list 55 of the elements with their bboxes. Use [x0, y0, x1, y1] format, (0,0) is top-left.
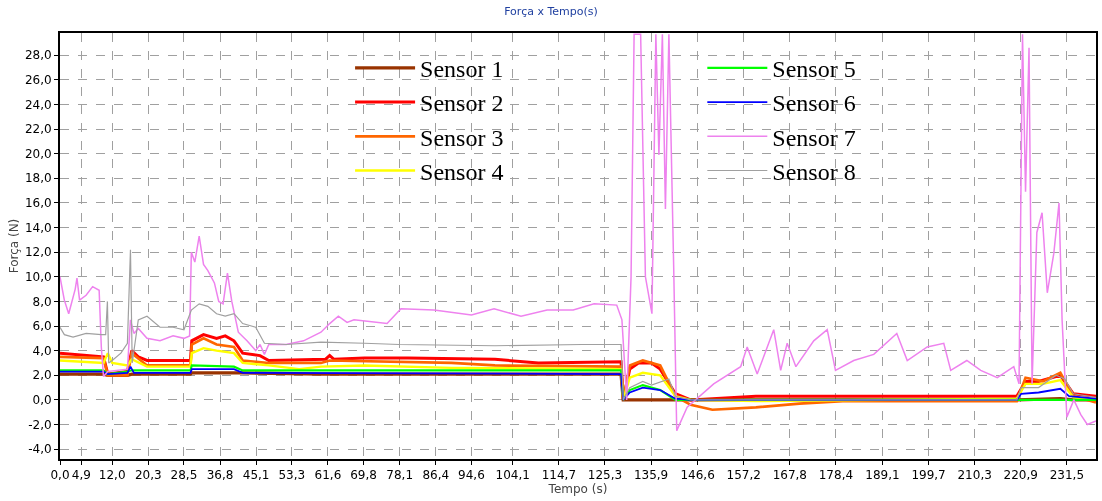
legend-label: Sensor 6: [772, 90, 856, 117]
y-tick-label: 2,0: [32, 368, 52, 383]
x-tick-label: 94,6: [458, 468, 485, 483]
y-axis-title: Força (N): [6, 218, 21, 274]
legend-label: Sensor 8: [772, 158, 856, 185]
x-tick-label: 86,4: [422, 468, 450, 483]
legend-label: Sensor 7: [772, 124, 856, 151]
x-tick-label: 4,9: [71, 468, 91, 483]
x-tick-label: 61,6: [314, 468, 342, 483]
x-tick-label: 45,1: [242, 468, 270, 483]
y-tick-label: 14,0: [24, 220, 52, 235]
x-tick-label: 210,3: [957, 468, 992, 483]
x-tick-label: 167,8: [772, 468, 807, 483]
y-tick-label: 26,0: [24, 72, 52, 87]
y-tick-label: 10,0: [24, 269, 52, 284]
x-tick-label: 114,7: [541, 468, 577, 483]
x-tick-label: 220,9: [1003, 468, 1038, 483]
y-tick-label: 18,0: [24, 171, 52, 186]
chart-title: Força x Tempo(s): [504, 5, 598, 19]
x-tick-label: 20,3: [134, 468, 162, 483]
legend-label: Sensor 5: [772, 56, 856, 83]
x-tick-label: 189,1: [865, 468, 900, 483]
y-tick-label: 0,0: [32, 393, 52, 408]
x-tick-label: 231,5: [1049, 468, 1085, 483]
y-tick-label: 28,0: [24, 48, 52, 63]
x-tick-label: 178,4: [818, 468, 854, 483]
y-tick-label: 22,0: [24, 122, 52, 137]
x-tick-label: 125,3: [587, 468, 623, 483]
y-tick-label: 6,0: [32, 319, 52, 334]
x-tick-label: 146,6: [680, 468, 715, 483]
x-tick-label: 53,3: [278, 468, 306, 483]
y-tick-label: 16,0: [24, 196, 52, 211]
y-tick-label: -2,0: [28, 417, 52, 432]
x-tick-label: 28,5: [170, 468, 198, 483]
y-tick-label: 20,0: [24, 146, 52, 161]
y-tick-label: -4,0: [28, 442, 52, 457]
line-series: [60, 33, 1096, 432]
x-tick-label: 135,9: [633, 468, 669, 483]
x-tick-label: 199,7: [911, 468, 946, 483]
x-tick-label: 104,1: [495, 468, 530, 483]
legend-label: Sensor 1: [420, 56, 504, 83]
x-tick-label: 78,1: [386, 468, 414, 483]
x-tick-label: 69,8: [350, 468, 377, 483]
legend-label: Sensor 3: [420, 124, 504, 151]
legend-label: Sensor 2: [420, 90, 504, 117]
y-tick-label: 24,0: [24, 97, 52, 112]
x-tick-label: 157,2: [726, 468, 761, 483]
y-tick-label: 12,0: [24, 245, 52, 260]
y-tick-label: 8,0: [32, 294, 52, 309]
x-tick-label: 36,8: [206, 468, 234, 483]
y-tick-label: 4,0: [32, 343, 52, 358]
x-axis-title: Tempo (s): [547, 482, 608, 497]
legend-label: Sensor 4: [420, 158, 504, 185]
x-tick-label: 0,0: [50, 468, 70, 483]
x-tick-label: 12,0: [98, 468, 126, 483]
